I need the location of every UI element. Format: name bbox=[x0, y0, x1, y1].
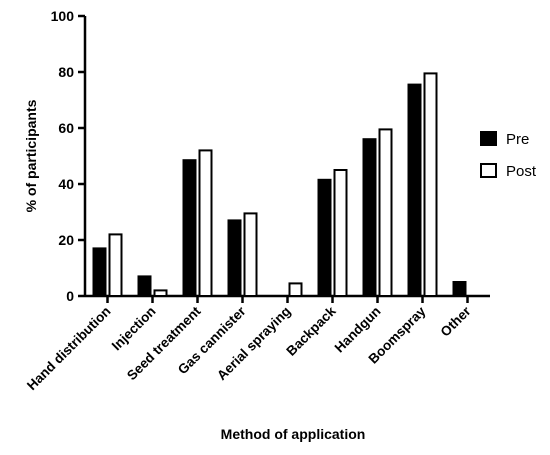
bar-pre bbox=[362, 138, 377, 297]
y-tick-label: 0 bbox=[66, 288, 74, 304]
bars bbox=[92, 72, 467, 298]
bar-post bbox=[108, 233, 123, 297]
bar-pre bbox=[452, 281, 467, 297]
bar-pre bbox=[137, 275, 152, 297]
x-tick-label: Hand distribution bbox=[24, 304, 114, 394]
bar-post bbox=[198, 149, 213, 297]
bar-post bbox=[423, 72, 438, 298]
y-tick-label: 60 bbox=[58, 120, 74, 136]
x-tick-label: Other bbox=[438, 303, 475, 340]
bar-pre bbox=[92, 247, 107, 297]
y-tick-label: 20 bbox=[58, 232, 74, 248]
x-tick-label: Backpack bbox=[283, 303, 339, 359]
bar-post bbox=[288, 282, 303, 297]
legend: Pre Post bbox=[480, 131, 537, 180]
legend-swatch-post bbox=[480, 163, 497, 178]
bar-post bbox=[243, 212, 258, 297]
y-axis: 0 20 40 60 80 100 bbox=[51, 8, 87, 304]
x-axis-title: Method of application bbox=[221, 426, 366, 442]
bar-pre bbox=[182, 159, 197, 297]
y-tick-label: 40 bbox=[58, 176, 74, 192]
bar-post bbox=[378, 128, 393, 297]
legend-label-post: Post bbox=[506, 163, 537, 180]
y-tick-label: 80 bbox=[58, 64, 74, 80]
bar-pre bbox=[317, 178, 332, 297]
bar-post bbox=[333, 169, 348, 297]
bar-pre bbox=[227, 219, 242, 297]
bar-post bbox=[153, 289, 168, 297]
y-tick-label: 100 bbox=[51, 8, 75, 24]
bar-pre bbox=[407, 83, 422, 297]
y-axis-title: % of participants bbox=[23, 99, 39, 212]
legend-swatch-pre bbox=[480, 131, 497, 146]
legend-label-pre: Pre bbox=[506, 131, 529, 148]
